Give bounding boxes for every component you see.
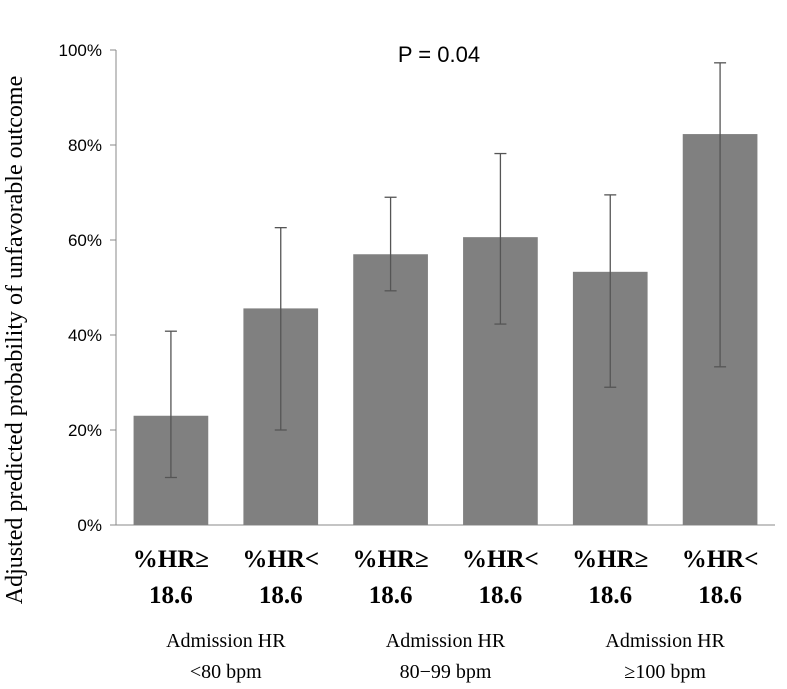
category-label-line1: %HR< (462, 546, 539, 573)
category-label-line2: 18.6 (149, 582, 193, 609)
category-label-line1: %HR< (682, 546, 759, 573)
y-ticks: 0% 20% 40% 60% 80% 100% (59, 41, 116, 535)
group-label-line2: <80 bpm (190, 661, 262, 683)
category-label-line2: 18.6 (698, 582, 742, 609)
group-label-line1: Admission HR (386, 630, 506, 652)
error-bars (164, 62, 727, 479)
category-label-line1: %HR≥ (352, 546, 428, 573)
category-label-line1: %HR≥ (572, 546, 648, 573)
category-label-line2: 18.6 (588, 582, 632, 609)
category-label-line2: 18.6 (479, 582, 523, 609)
p-value-annotation: P = 0.04 (398, 42, 480, 67)
category-label-line1: %HR< (242, 546, 319, 573)
y-tick-label: 20% (68, 421, 102, 440)
y-tick-label: 100% (59, 41, 102, 60)
group-labels: Admission HR <80 bpm Admission HR 80−99 bpm… (166, 630, 725, 683)
bar (353, 254, 428, 525)
category-label-line1: %HR≥ (133, 546, 209, 573)
category-label-line2: 18.6 (259, 582, 303, 609)
category-label-line2: 18.6 (369, 582, 413, 609)
y-tick-label: 40% (68, 326, 102, 345)
y-tick-label: 60% (68, 231, 102, 250)
group-label-line1: Admission HR (605, 630, 725, 652)
y-tick-label: 0% (77, 516, 102, 535)
bars (133, 134, 758, 525)
category-labels: %HR≥ 18.6 %HR< 18.6 %HR≥ 18.6 %HR< 18.6 %HR≥ 18.6… (133, 546, 759, 609)
y-tick-label: 80% (68, 136, 102, 155)
group-label-line1: Admission HR (166, 630, 286, 652)
group-label-line2: ≥100 bpm (624, 661, 706, 683)
group-label-line2: 80−99 bpm (400, 661, 492, 683)
y-axis-label: Adjusted predicted probability of unfavo… (2, 76, 28, 605)
